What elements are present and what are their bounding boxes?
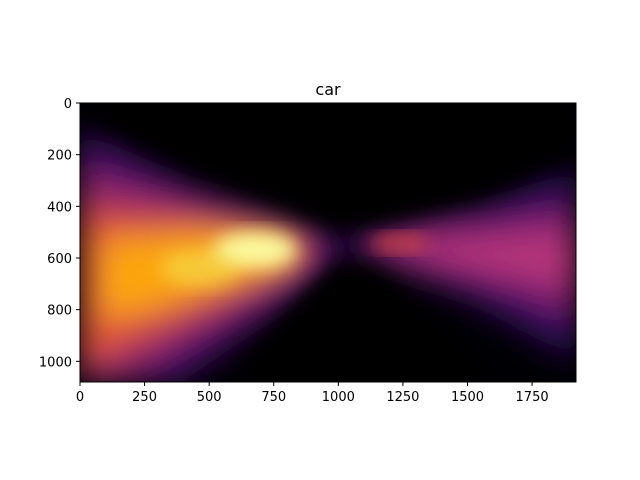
- y-tick-label: 600: [47, 252, 72, 267]
- chart-title: car: [315, 80, 341, 99]
- x-tick-label: 750: [261, 390, 286, 405]
- y-tick-label: 800: [47, 304, 72, 319]
- y-tick-label: 200: [47, 149, 72, 164]
- x-axis: 0 250 500 750 1000 1250 1500 1750: [76, 382, 549, 405]
- y-axis: 0 200 400 600 800 1000: [39, 97, 80, 370]
- heatmap-hotspot-secondary: [160, 250, 240, 286]
- heatmap-hotspot-right: [370, 233, 430, 253]
- x-tick-label: 1750: [516, 390, 549, 405]
- x-tick-label: 250: [132, 390, 157, 405]
- x-tick-label: 1000: [322, 390, 355, 405]
- y-tick-label: 400: [47, 200, 72, 215]
- y-tick-label: 1000: [39, 355, 72, 370]
- x-tick-label: 0: [76, 390, 84, 405]
- heatmap-image: [80, 103, 576, 382]
- x-tick-label: 500: [197, 390, 222, 405]
- x-tick-label: 1250: [386, 390, 419, 405]
- y-tick-label: 0: [64, 97, 72, 112]
- x-tick-label: 1500: [451, 390, 484, 405]
